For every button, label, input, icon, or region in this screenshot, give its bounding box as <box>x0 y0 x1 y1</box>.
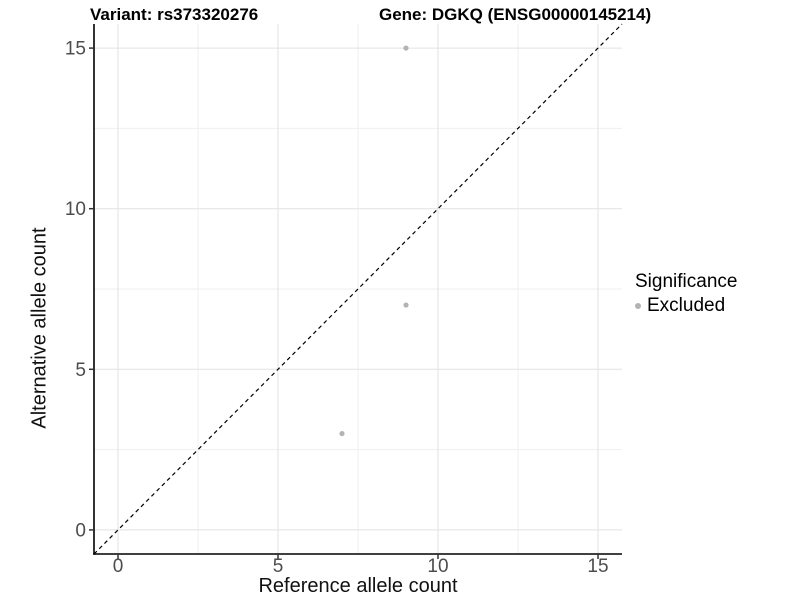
y-axis-title: Alternative allele count <box>28 227 51 429</box>
legend-point-icon <box>635 303 641 309</box>
x-tick-label: 0 <box>113 556 124 577</box>
legend: Significance Excluded <box>635 271 737 317</box>
x-tick-label: 15 <box>587 556 608 577</box>
data-point <box>403 45 409 51</box>
y-tick-label: 10 <box>65 199 86 220</box>
y-tick-label: 15 <box>65 39 86 60</box>
y-tick-label: 0 <box>75 520 86 541</box>
y-tick-label: 5 <box>75 360 86 381</box>
data-point <box>339 430 345 437</box>
x-tick-label: 5 <box>273 556 284 577</box>
legend-entry-excluded: Excluded <box>635 295 737 317</box>
x-tick-label: 10 <box>427 556 448 577</box>
legend-entry-label: Excluded <box>647 295 726 316</box>
plot-title-gene: Gene: DGKQ (ENSG00000145214) <box>379 5 652 24</box>
data-point <box>403 302 409 308</box>
identity-reference-line <box>93 23 623 555</box>
legend-title: Significance <box>635 271 738 292</box>
x-axis-title: Reference allele count <box>258 575 458 597</box>
plot-title-variant: Variant: rs373320276 <box>90 5 259 24</box>
